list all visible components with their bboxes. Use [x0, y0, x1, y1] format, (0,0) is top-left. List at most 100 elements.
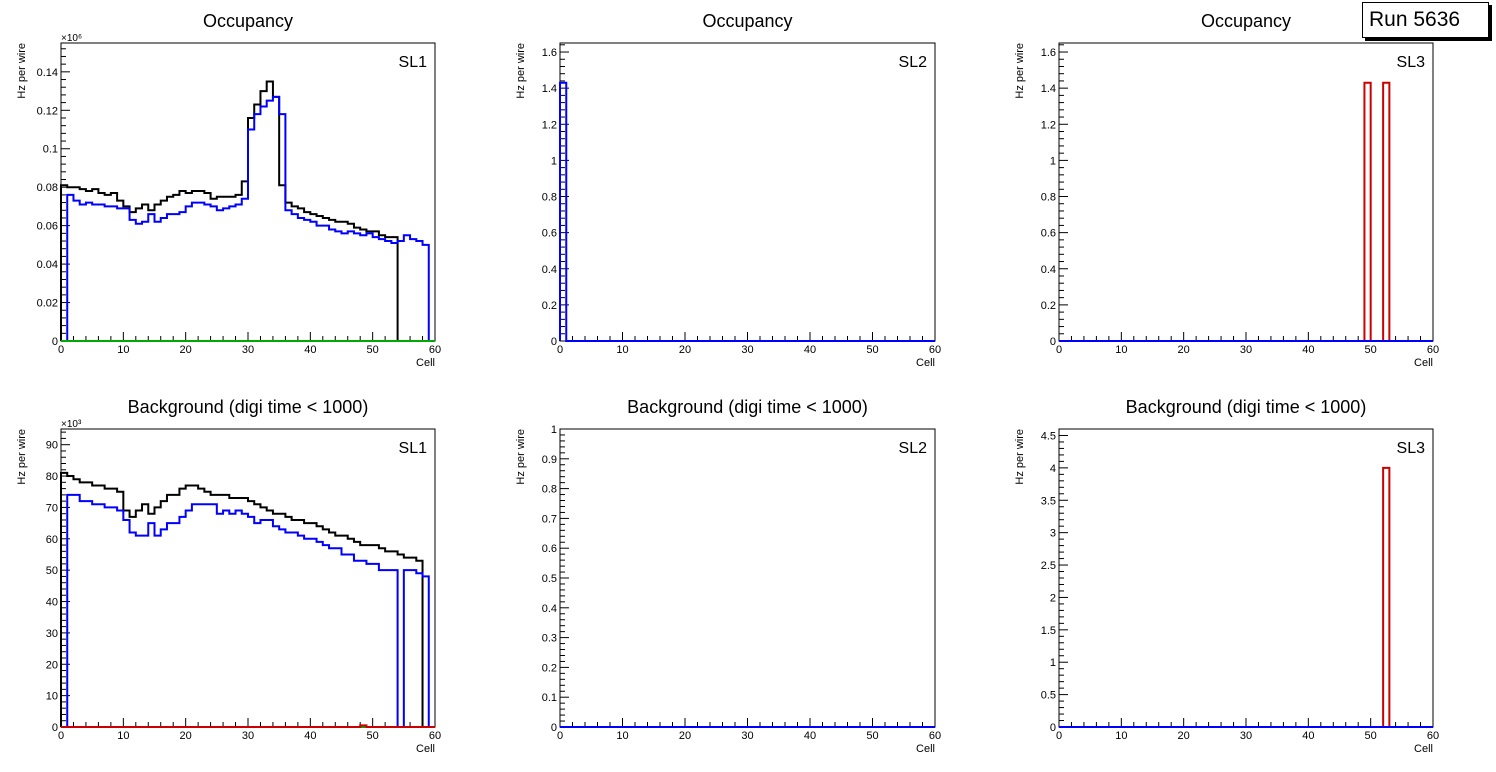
- y-tick-label: 1.6: [542, 47, 557, 59]
- x-tick-label: 40: [1302, 730, 1314, 742]
- y-tick-label: 1: [1050, 155, 1056, 167]
- y-tick-label: 1: [551, 424, 557, 436]
- histogram-series-noisy: [1059, 81, 1433, 342]
- histogram-series-signal: [61, 95, 435, 342]
- plot-title: Background (digi time < 1000): [128, 397, 369, 417]
- x-axis-label: Cell: [416, 357, 435, 369]
- y-tick-label: 0.6: [542, 543, 557, 555]
- y-tick-label: 0: [1050, 336, 1056, 348]
- histogram-series-total: [60, 80, 399, 341]
- plot-label: SL3: [1397, 440, 1426, 457]
- plot-label: SL2: [899, 54, 928, 71]
- y-tick-label: 30: [46, 628, 58, 640]
- x-tick-label: 0: [58, 730, 64, 742]
- plot-frame: [559, 42, 936, 342]
- exponent-label: ×10³: [61, 419, 82, 430]
- y-tick-label: 1: [551, 155, 557, 167]
- y-tick-label: 70: [46, 502, 58, 514]
- x-tick-label: 20: [1178, 730, 1190, 742]
- y-tick-label: 0.4: [1041, 264, 1056, 276]
- plot-frame: [1058, 42, 1434, 342]
- x-tick-label: 40: [304, 344, 316, 356]
- y-tick-label: 0.8: [542, 192, 557, 204]
- y-tick-label: 60: [46, 534, 58, 546]
- x-axis-label: Cell: [1414, 357, 1433, 369]
- plot-frame: [559, 428, 936, 728]
- y-tick-label: 0.1: [542, 692, 557, 704]
- y-tick-label: 0.4: [542, 264, 557, 276]
- y-tick-label: 90: [46, 440, 58, 452]
- y-tick-label: 0.04: [37, 259, 58, 271]
- y-axis-label: Hz per wire: [1014, 429, 1026, 485]
- x-tick-label: 10: [117, 730, 129, 742]
- x-tick-label: 20: [180, 730, 192, 742]
- y-tick-label: 0.6: [1041, 228, 1056, 240]
- x-tick-label: 60: [929, 344, 941, 356]
- x-tick-label: 40: [304, 730, 316, 742]
- x-tick-label: 50: [367, 344, 379, 356]
- y-tick-label: 0.6: [542, 228, 557, 240]
- y-tick-label: 0: [52, 722, 58, 734]
- x-tick-label: 0: [1056, 344, 1062, 356]
- y-tick-label: 0.7: [542, 513, 557, 525]
- y-tick-label: 2.5: [1041, 560, 1056, 572]
- y-tick-label: 0.8: [542, 484, 557, 496]
- x-tick-label: 60: [1427, 730, 1439, 742]
- x-tick-label: 50: [1365, 344, 1377, 356]
- y-axis-label: Hz per wire: [515, 429, 527, 485]
- y-tick-label: 0.08: [37, 182, 58, 194]
- x-tick-label: 0: [557, 730, 563, 742]
- y-tick-label: 0.2: [542, 662, 557, 674]
- x-tick-label: 0: [58, 344, 64, 356]
- y-axis-label: Hz per wire: [515, 43, 527, 99]
- x-tick-label: 30: [741, 344, 753, 356]
- y-tick-label: 2: [1050, 592, 1056, 604]
- y-tick-label: 0.5: [1041, 690, 1056, 702]
- x-tick-label: 40: [804, 730, 816, 742]
- x-tick-label: 30: [741, 730, 753, 742]
- y-tick-label: 0.02: [37, 298, 58, 310]
- x-tick-label: 20: [1178, 344, 1190, 356]
- x-tick-label: 0: [557, 344, 563, 356]
- y-tick-label: 0.3: [542, 633, 557, 645]
- x-tick-label: 30: [1240, 344, 1252, 356]
- x-tick-label: 50: [1365, 730, 1377, 742]
- plot-title: Occupancy: [1201, 11, 1291, 31]
- x-tick-label: 60: [429, 730, 441, 742]
- x-tick-label: 20: [180, 344, 192, 356]
- y-tick-label: 1: [1050, 657, 1056, 669]
- plot-label: SL2: [899, 440, 928, 457]
- plot-frame: [60, 428, 436, 728]
- plot-label: SL3: [1397, 54, 1426, 71]
- y-tick-label: 0.5: [542, 573, 557, 585]
- y-tick-label: 0.4: [542, 603, 557, 615]
- y-axis-label: Hz per wire: [16, 43, 28, 99]
- y-tick-label: 0.06: [37, 221, 58, 233]
- y-tick-label: 0.9: [542, 454, 557, 466]
- x-tick-label: 40: [1302, 344, 1314, 356]
- x-tick-label: 20: [679, 344, 691, 356]
- x-tick-label: 30: [1240, 730, 1252, 742]
- y-tick-label: 1.2: [542, 119, 557, 131]
- x-axis-label: Cell: [1414, 743, 1433, 755]
- x-tick-label: 60: [1427, 344, 1439, 356]
- plot-title: Occupancy: [702, 11, 792, 31]
- y-tick-label: 0: [1050, 722, 1056, 734]
- y-tick-label: 4: [1050, 463, 1056, 475]
- x-tick-label: 10: [1115, 344, 1127, 356]
- y-tick-label: 80: [46, 471, 58, 483]
- y-tick-label: 0.2: [542, 300, 557, 312]
- y-tick-label: 0.1: [43, 144, 58, 156]
- y-tick-label: 10: [46, 691, 58, 703]
- y-axis-label: Hz per wire: [16, 429, 28, 485]
- y-tick-label: 0: [551, 336, 557, 348]
- x-tick-label: 50: [367, 730, 379, 742]
- y-tick-label: 1.5: [1041, 625, 1056, 637]
- histogram-series-signal: [61, 493, 435, 728]
- x-tick-label: 30: [242, 730, 254, 742]
- y-tick-label: 1.4: [1041, 83, 1056, 95]
- x-tick-label: 50: [866, 730, 878, 742]
- y-tick-label: 0.14: [37, 67, 58, 79]
- y-tick-label: 1.2: [1041, 119, 1056, 131]
- y-tick-label: 1.6: [1041, 47, 1056, 59]
